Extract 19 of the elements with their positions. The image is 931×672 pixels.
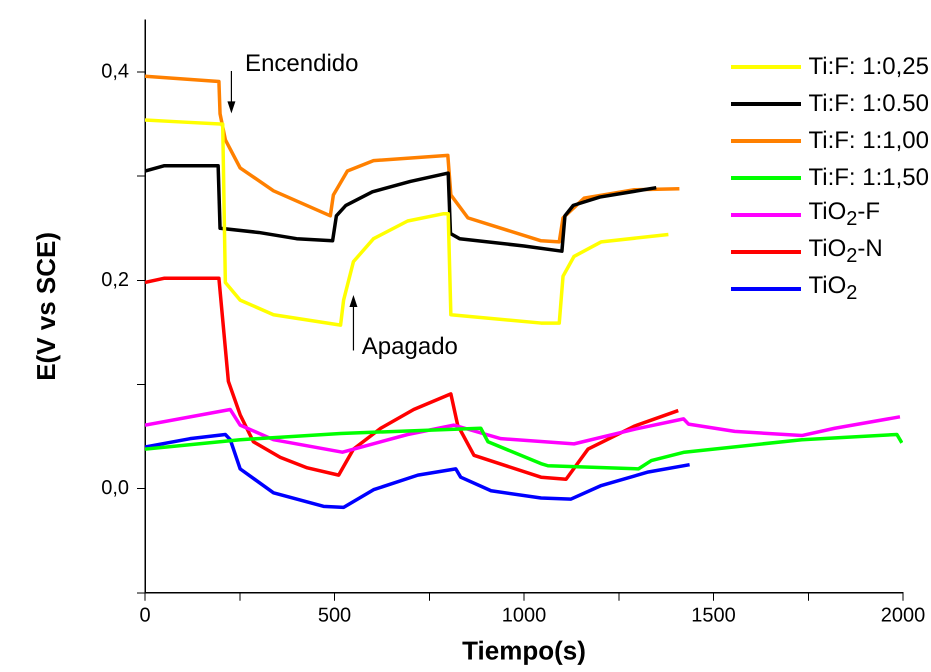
x-tick-label: 1500 bbox=[691, 604, 736, 626]
y-tick-label: 0,2 bbox=[101, 268, 130, 291]
x-tick-label: 0 bbox=[139, 604, 151, 626]
legend-label: TiO$_{2}$-F bbox=[808, 198, 880, 231]
x-tick-label: 1000 bbox=[502, 604, 546, 626]
y-tick-label: 0,0 bbox=[101, 477, 130, 500]
annotation: Apagado bbox=[362, 332, 458, 360]
x-tick-label: 500 bbox=[318, 604, 352, 626]
legend-label: Ti:F: 1:1,50 bbox=[808, 164, 929, 192]
legend-label: TiO$_{2}$ bbox=[808, 272, 858, 305]
x-tick-label: 2000 bbox=[880, 604, 926, 626]
legend-label: Ti:F: 1:0.50 bbox=[808, 90, 929, 118]
legend-label: TiO$_{2}$-N bbox=[808, 235, 883, 268]
x-axis-title: Tiempo(s) bbox=[462, 636, 586, 666]
annotation: Encendido bbox=[245, 50, 358, 77]
legend-label: Ti:F: 1:0,25 bbox=[808, 52, 929, 80]
y-tick-label: 0,4 bbox=[101, 60, 130, 83]
y-axis-title: E(V vs SCE) bbox=[30, 232, 61, 381]
legend-label: Ti:F: 1:1,00 bbox=[808, 126, 929, 154]
